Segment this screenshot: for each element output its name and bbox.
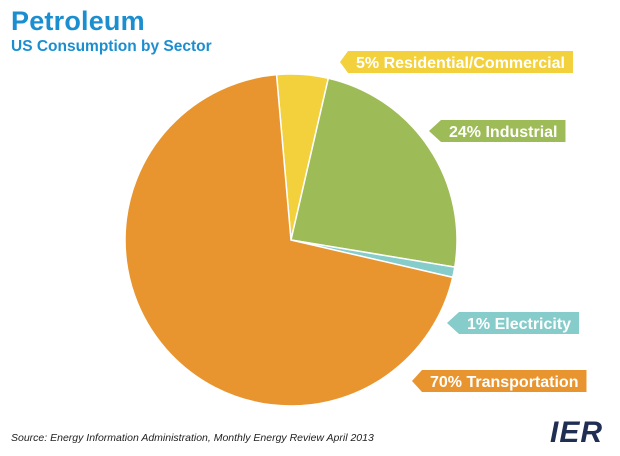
slice-label-tag xyxy=(447,312,580,334)
slice-label-text: 1% Electricity xyxy=(467,316,571,333)
slice-label-industrial: 24% Industrial xyxy=(429,120,566,142)
chart-subtitle: US Consumption by Sector xyxy=(11,38,212,55)
chart-title: Petroleum xyxy=(11,6,145,36)
slice-label-tag xyxy=(340,51,573,73)
slice-label-electricity: 1% Electricity xyxy=(447,312,580,334)
slice-label-transportation: 70% Transportation xyxy=(412,370,587,392)
pie-slice-industrial xyxy=(290,77,458,268)
source-note: Source: Energy Information Administratio… xyxy=(11,432,374,444)
slice-label-text: 24% Industrial xyxy=(449,124,557,141)
ier-logo: IER xyxy=(550,416,604,449)
slice-label-tag xyxy=(412,370,587,392)
slice-label-text: 70% Transportation xyxy=(430,374,578,391)
slice-label-text: 5% Residential/Commercial xyxy=(356,55,565,72)
pie-slice-transportation xyxy=(124,73,454,407)
slice-label-residential-commercial: 5% Residential/Commercial xyxy=(340,51,573,73)
slice-label-tag xyxy=(429,120,566,142)
